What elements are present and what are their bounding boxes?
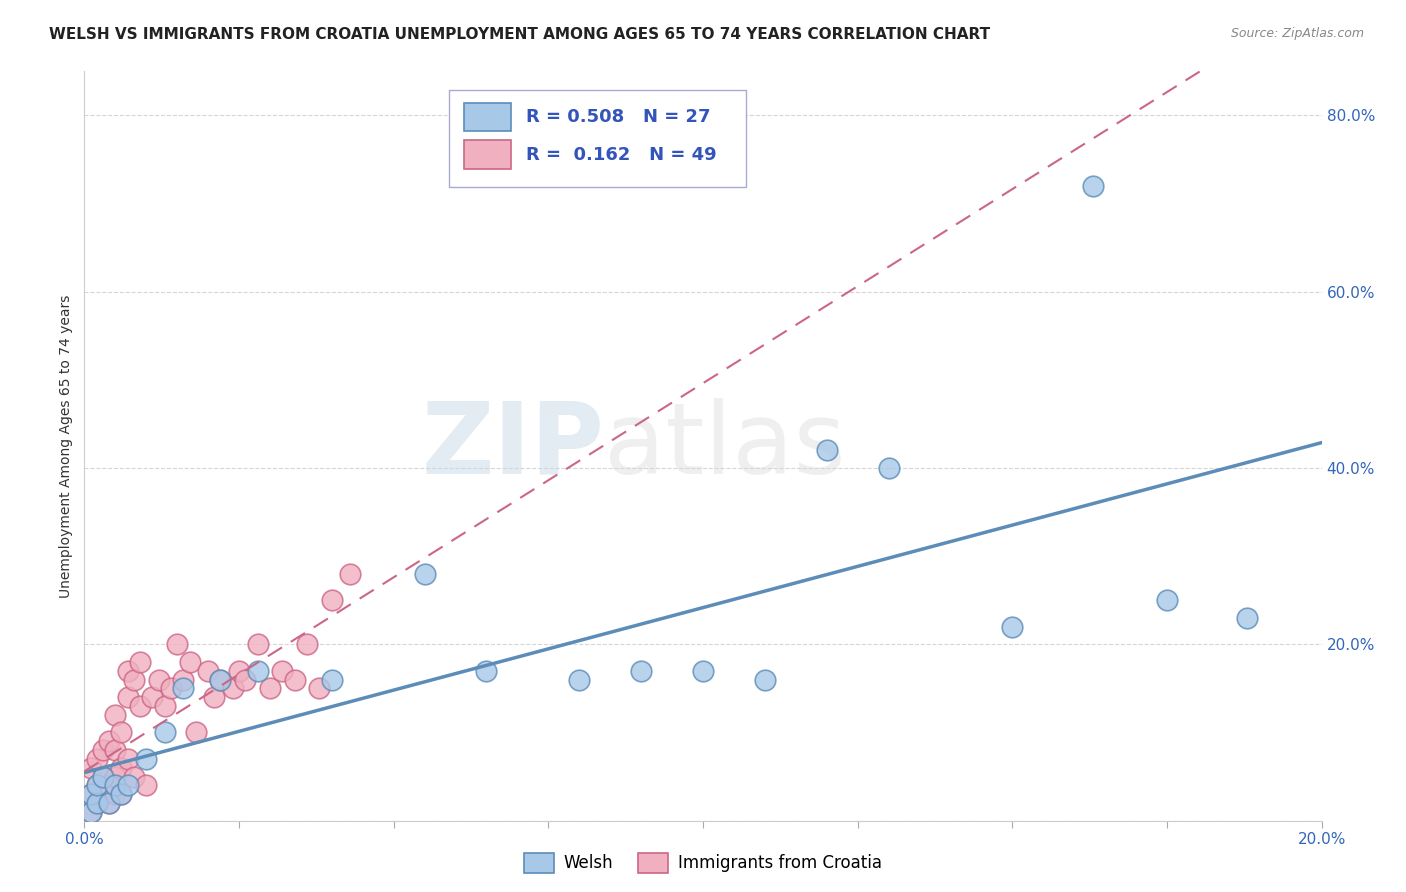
Point xyxy=(209,673,232,687)
Point xyxy=(321,673,343,687)
Point xyxy=(110,787,132,801)
Point xyxy=(754,673,776,687)
Point xyxy=(91,743,114,757)
Point xyxy=(153,725,176,739)
Point xyxy=(308,681,330,696)
Point xyxy=(104,770,127,784)
Point xyxy=(122,673,145,687)
Point xyxy=(284,673,307,687)
Point xyxy=(202,690,225,705)
Legend: Welsh, Immigrants from Croatia: Welsh, Immigrants from Croatia xyxy=(517,847,889,880)
Point xyxy=(630,664,652,678)
Point xyxy=(86,796,108,810)
Point xyxy=(117,664,139,678)
Point xyxy=(246,637,269,651)
Point xyxy=(148,673,170,687)
Point xyxy=(877,461,900,475)
Point xyxy=(117,752,139,766)
Point xyxy=(86,796,108,810)
Text: WELSH VS IMMIGRANTS FROM CROATIA UNEMPLOYMENT AMONG AGES 65 TO 74 YEARS CORRELAT: WELSH VS IMMIGRANTS FROM CROATIA UNEMPLO… xyxy=(49,27,990,42)
FancyBboxPatch shape xyxy=(464,103,512,131)
Point xyxy=(98,796,121,810)
Point xyxy=(79,805,101,819)
Point xyxy=(295,637,318,651)
Point xyxy=(692,664,714,678)
FancyBboxPatch shape xyxy=(464,140,512,169)
Text: R =  0.162   N = 49: R = 0.162 N = 49 xyxy=(526,145,717,163)
Text: ZIP: ZIP xyxy=(422,398,605,494)
Point xyxy=(1236,611,1258,625)
Point xyxy=(104,707,127,722)
Point xyxy=(160,681,183,696)
Point xyxy=(135,752,157,766)
Point xyxy=(104,787,127,801)
Point xyxy=(172,681,194,696)
Text: R = 0.508   N = 27: R = 0.508 N = 27 xyxy=(526,108,710,126)
Point xyxy=(413,566,436,581)
Point xyxy=(228,664,250,678)
Point xyxy=(98,778,121,792)
Point xyxy=(122,770,145,784)
Point xyxy=(1081,178,1104,193)
Y-axis label: Unemployment Among Ages 65 to 74 years: Unemployment Among Ages 65 to 74 years xyxy=(59,294,73,598)
Point xyxy=(321,593,343,607)
Point xyxy=(79,805,101,819)
Point xyxy=(79,761,101,775)
Text: Source: ZipAtlas.com: Source: ZipAtlas.com xyxy=(1230,27,1364,40)
FancyBboxPatch shape xyxy=(450,90,747,187)
Point xyxy=(166,637,188,651)
Point xyxy=(141,690,163,705)
Point xyxy=(1001,620,1024,634)
Point xyxy=(209,673,232,687)
Point xyxy=(271,664,294,678)
Point xyxy=(815,443,838,458)
Point xyxy=(475,664,498,678)
Point xyxy=(568,673,591,687)
Point xyxy=(179,655,201,669)
Point xyxy=(110,725,132,739)
Point xyxy=(79,787,101,801)
Point xyxy=(339,566,361,581)
Point xyxy=(153,699,176,714)
Point xyxy=(233,673,256,687)
Point xyxy=(129,655,152,669)
Point xyxy=(98,796,121,810)
Point xyxy=(117,690,139,705)
Text: atlas: atlas xyxy=(605,398,845,494)
Point xyxy=(91,770,114,784)
Point xyxy=(86,778,108,792)
Point xyxy=(86,778,108,792)
Point xyxy=(129,699,152,714)
Point xyxy=(98,734,121,748)
Point xyxy=(197,664,219,678)
Point xyxy=(104,743,127,757)
Point xyxy=(184,725,207,739)
Point xyxy=(222,681,245,696)
Point xyxy=(91,770,114,784)
Point xyxy=(110,787,132,801)
Point xyxy=(79,787,101,801)
Point xyxy=(172,673,194,687)
Point xyxy=(104,778,127,792)
Point xyxy=(246,664,269,678)
Point xyxy=(1156,593,1178,607)
Point xyxy=(91,787,114,801)
Point xyxy=(86,752,108,766)
Point xyxy=(110,761,132,775)
Point xyxy=(135,778,157,792)
Point xyxy=(117,778,139,792)
Point xyxy=(259,681,281,696)
